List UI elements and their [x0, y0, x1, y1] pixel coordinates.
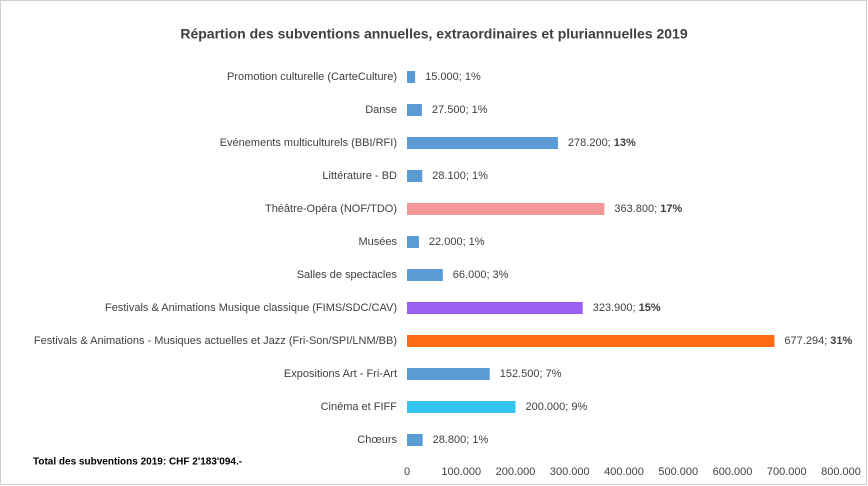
x-tick-label: 800.000: [821, 466, 861, 478]
category-label: Cinéma et FIFF: [321, 401, 398, 413]
bar: [407, 170, 423, 182]
x-tick-label: 500.000: [658, 466, 698, 478]
bar: [407, 137, 558, 149]
value-label: 15.000; 1%: [425, 71, 481, 83]
value-label: 28.800; 1%: [433, 434, 489, 446]
bar: [407, 335, 775, 347]
bar: [407, 269, 443, 281]
value-label: 152.500; 7%: [500, 368, 562, 380]
x-tick-label: 0: [404, 466, 410, 478]
note: Total des subventions 2019: CHF 2'183'09…: [33, 457, 242, 468]
value-label: 278.200; 13%: [568, 137, 636, 149]
value-label: 200.000; 9%: [526, 401, 588, 413]
bar: [407, 71, 416, 83]
category-label: Littérature - BD: [322, 170, 397, 182]
value-label: 363.800; 17%: [614, 203, 682, 215]
category-label: Festivals & Animations Musique classique…: [105, 302, 397, 314]
category-label: Expositions Art - Fri-Art: [284, 368, 397, 380]
bar: [407, 401, 516, 413]
chart-title: Répartion des subventions annuelles, ext…: [180, 26, 687, 42]
x-tick-label: 200.000: [496, 466, 536, 478]
value-label: 323.900; 15%: [593, 302, 661, 314]
category-label: Musées: [358, 236, 397, 248]
x-tick-label: 400.000: [604, 466, 644, 478]
bar: [407, 302, 583, 314]
bar: [407, 236, 419, 248]
category-label: Salles de spectacles: [297, 269, 398, 281]
category-label: Festivals & Animations - Musiques actuel…: [34, 335, 397, 347]
x-tick-label: 600.000: [713, 466, 753, 478]
category-label: Promotion culturelle (CarteCulture): [227, 71, 397, 83]
value-label: 27.500; 1%: [432, 104, 488, 116]
x-tick-label: 300.000: [550, 466, 590, 478]
x-tick-label: 100.000: [441, 466, 481, 478]
bar: [407, 368, 490, 380]
bar: [407, 104, 422, 116]
x-tick-label: 700.000: [767, 466, 807, 478]
bar: [407, 434, 423, 446]
value-label: 677.294; 31%: [784, 335, 852, 347]
bar: [407, 203, 605, 215]
category-label: Chœurs: [357, 434, 397, 446]
category-label: Evénements multiculturels (BBI/RFI): [220, 137, 397, 149]
category-label: Théâtre-Opéra (NOF/TDO): [265, 203, 397, 215]
value-label: 22.000; 1%: [429, 236, 485, 248]
value-label: 66.000; 3%: [453, 269, 509, 281]
category-label: Danse: [365, 104, 397, 116]
value-label: 28.100; 1%: [432, 170, 488, 182]
